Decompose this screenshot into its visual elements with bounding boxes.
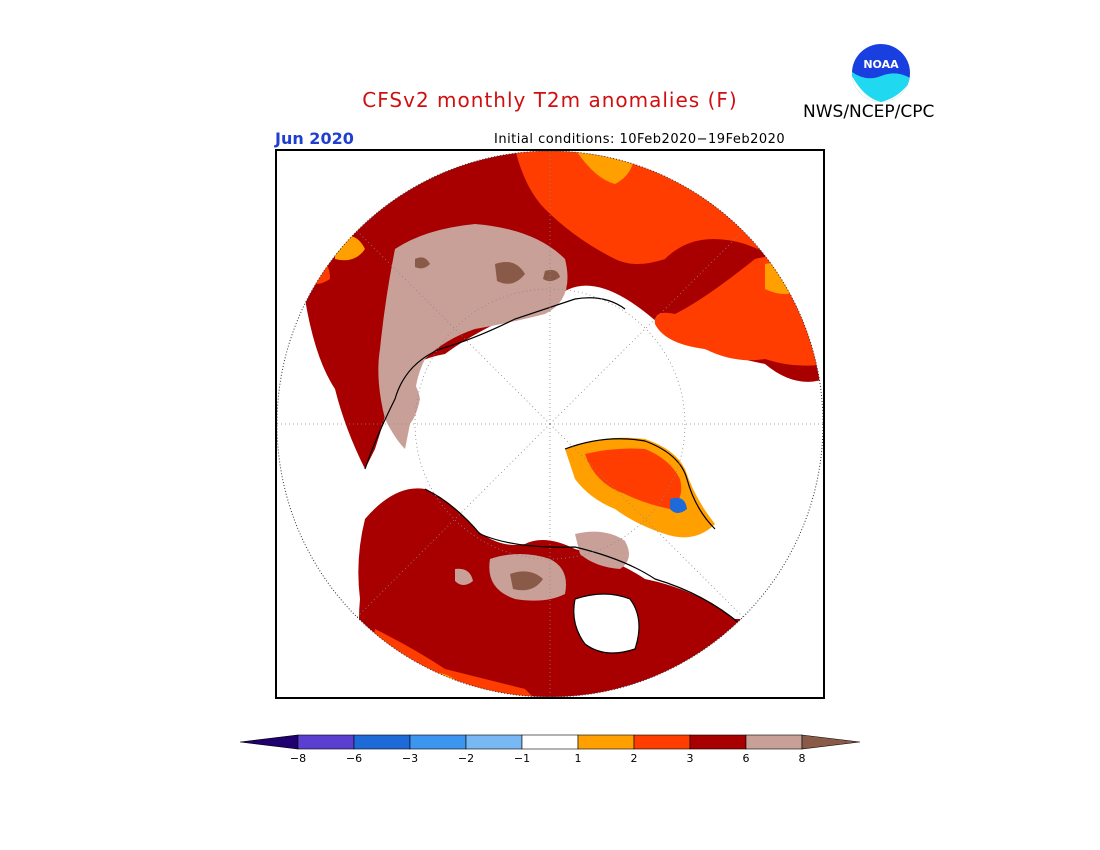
colorbar-tick-label: 6 xyxy=(743,752,750,765)
colorbar-tick-label: 3 xyxy=(687,752,694,765)
colorbar-boxes xyxy=(240,734,860,750)
colorbar-box xyxy=(577,734,635,750)
logo-text: NOAA xyxy=(863,58,899,71)
colorbar-tick-label: 8 xyxy=(799,752,806,765)
colorbar-ticks: −8 −6 −3 −2 −1 1 2 3 6 8 xyxy=(290,752,806,765)
colorbar-box xyxy=(521,734,579,750)
polar-anomaly-map xyxy=(275,149,825,699)
colorbar-box xyxy=(689,734,747,750)
colorbar-tick-label: 2 xyxy=(631,752,638,765)
chart-title: CFSv2 monthly T2m anomalies (F) xyxy=(362,88,738,112)
colorbar-arrow-low xyxy=(240,734,299,750)
colorbar-box xyxy=(409,734,467,750)
colorbar-tick-label: −3 xyxy=(402,752,418,765)
colorbar-tick-label: 1 xyxy=(575,752,582,765)
noaa-logo-icon: NOAA xyxy=(852,44,910,102)
colorbar-tick-label: −8 xyxy=(290,752,306,765)
colorbar: −8 −6 −3 −2 −1 1 2 3 6 8 xyxy=(240,734,860,765)
forecast-month: Jun 2020 xyxy=(275,129,354,148)
coastlines xyxy=(364,297,741,654)
map-frame xyxy=(275,149,825,699)
initial-conditions: Initial conditions: 10Feb2020−19Feb2020 xyxy=(494,132,786,147)
colorbar-tick-label: −1 xyxy=(514,752,530,765)
colorbar-box xyxy=(633,734,691,750)
colorbar-arrow-high xyxy=(801,734,860,750)
colorbar-box xyxy=(353,734,411,750)
graticule xyxy=(277,151,823,697)
colorbar-box xyxy=(297,734,355,750)
colorbar-tick-label: −2 xyxy=(458,752,474,765)
agency-credit: NWS/NCEP/CPC xyxy=(803,102,935,122)
colorbar-box xyxy=(745,734,803,750)
colorbar-tick-label: −6 xyxy=(346,752,362,765)
colorbar-box xyxy=(465,734,523,750)
